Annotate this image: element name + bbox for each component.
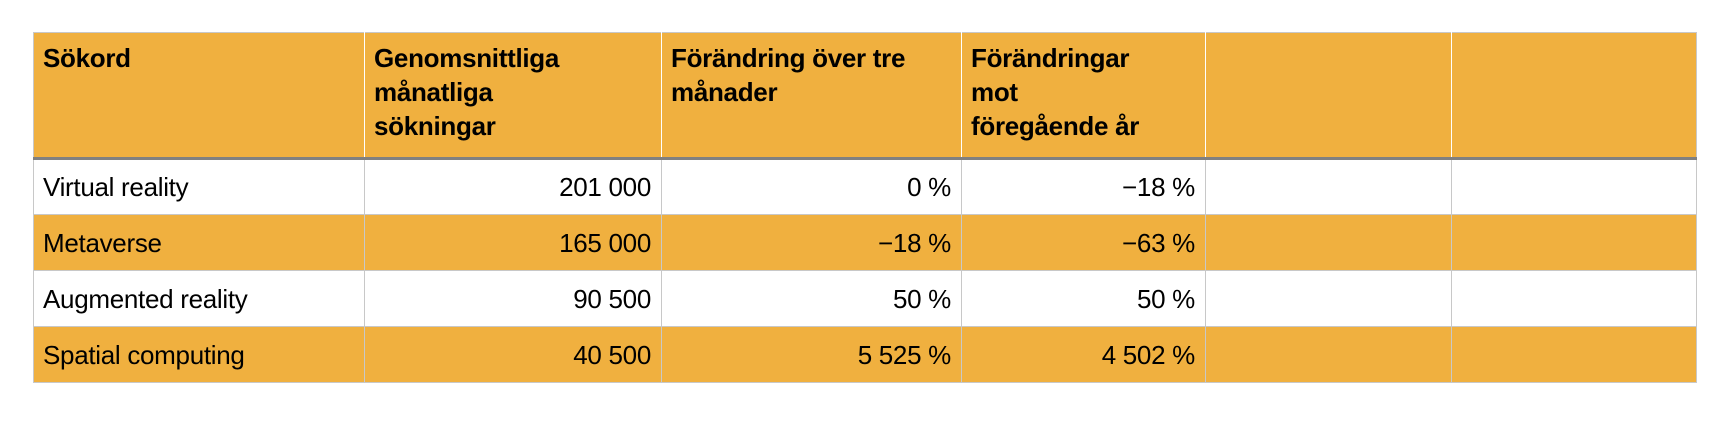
table-row: Spatial computing 40 500 5 525 % 4 502 % <box>33 326 1697 383</box>
table-body: Virtual reality 201 000 0 % −18 % Metave… <box>33 158 1697 383</box>
cell-keyword: Virtual reality <box>33 158 365 215</box>
cell-empty <box>1205 270 1452 327</box>
cell-empty <box>1205 214 1452 271</box>
cell-three-month-change: −18 % <box>661 214 962 271</box>
cell-empty <box>1451 326 1697 383</box>
header-three-month-change: Förändring över tre månader <box>661 32 962 160</box>
header-sokord: Sökord <box>33 32 365 160</box>
cell-keyword: Metaverse <box>33 214 365 271</box>
keyword-table: Sökord Genomsnittliga månatliga sökninga… <box>33 32 1697 383</box>
header-empty-2 <box>1451 32 1697 160</box>
cell-three-month-change: 0 % <box>661 158 962 215</box>
cell-empty <box>1205 326 1452 383</box>
cell-monthly-searches: 90 500 <box>364 270 662 327</box>
header-empty-1 <box>1205 32 1452 160</box>
cell-empty <box>1451 214 1697 271</box>
cell-monthly-searches: 40 500 <box>364 326 662 383</box>
cell-yoy-change: 50 % <box>961 270 1206 327</box>
cell-empty <box>1205 158 1452 215</box>
table-header: Sökord Genomsnittliga månatliga sökninga… <box>33 32 1697 160</box>
table-row: Augmented reality 90 500 50 % 50 % <box>33 270 1697 327</box>
cell-empty <box>1451 158 1697 215</box>
header-yoy-change: Förändringar mot föregående år <box>961 32 1206 160</box>
cell-three-month-change: 50 % <box>661 270 962 327</box>
header-monthly-searches: Genomsnittliga månatliga sökningar <box>364 32 662 160</box>
cell-monthly-searches: 201 000 <box>364 158 662 215</box>
cell-empty <box>1451 270 1697 327</box>
cell-yoy-change: −63 % <box>961 214 1206 271</box>
cell-keyword: Spatial computing <box>33 326 365 383</box>
header-row: Sökord Genomsnittliga månatliga sökninga… <box>33 32 1697 160</box>
table-row: Virtual reality 201 000 0 % −18 % <box>33 158 1697 215</box>
table-row: Metaverse 165 000 −18 % −63 % <box>33 214 1697 271</box>
cell-yoy-change: 4 502 % <box>961 326 1206 383</box>
cell-three-month-change: 5 525 % <box>661 326 962 383</box>
cell-keyword: Augmented reality <box>33 270 365 327</box>
cell-yoy-change: −18 % <box>961 158 1206 215</box>
cell-monthly-searches: 165 000 <box>364 214 662 271</box>
